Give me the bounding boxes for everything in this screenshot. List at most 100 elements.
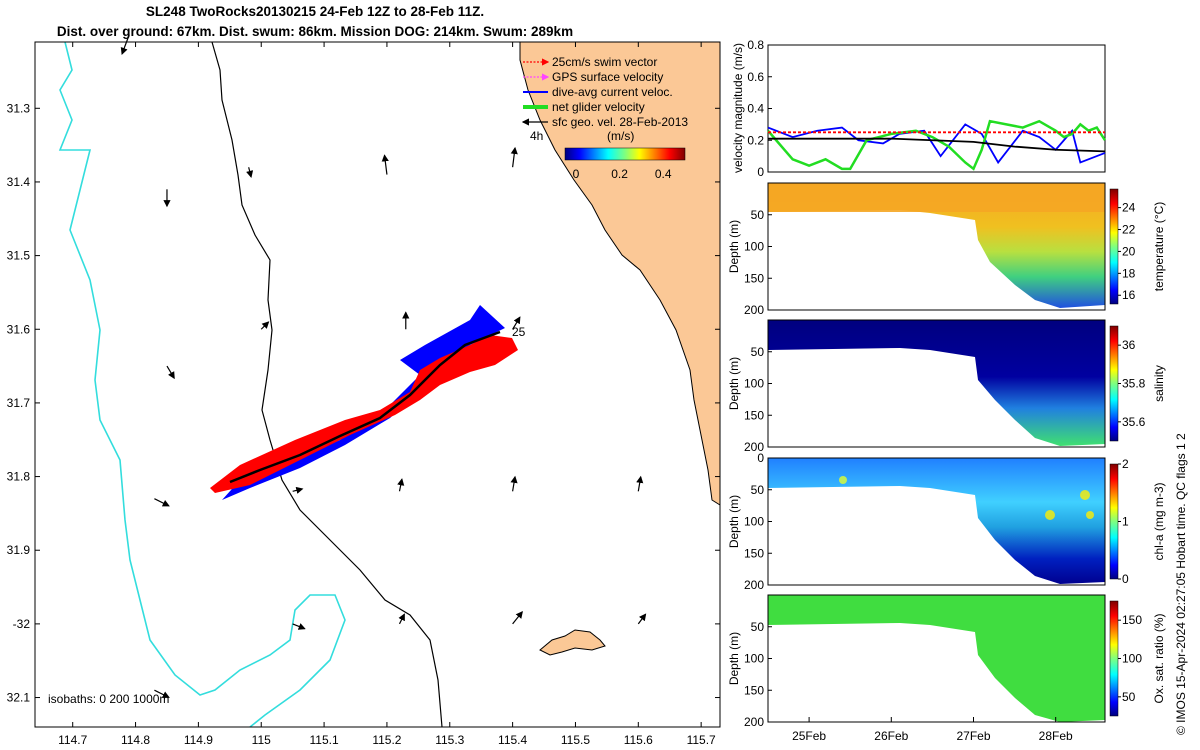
land-island <box>539 629 606 656</box>
velocity-ytick-label: 0.2 <box>747 133 764 147</box>
oxygen-section <box>768 595 1105 722</box>
section-cbar-label: 2 <box>1122 457 1129 471</box>
map-xtick-label: 115.4 <box>498 733 527 747</box>
salinity-section <box>768 320 1105 447</box>
map-ytick-label: 31.9 <box>7 543 31 557</box>
map-frame <box>34 41 721 728</box>
map-xtick-label: 115.7 <box>687 733 716 747</box>
section-clabel: salinity <box>1152 365 1166 402</box>
temperature-section <box>768 183 1105 310</box>
velocity-ytick-label: 0.4 <box>747 102 764 116</box>
velocity-series <box>767 119 1107 171</box>
track-label: 25 <box>512 325 526 339</box>
velocity-panel: 0 0.2 0.4 0.6 0.8 velocity magnitude (m/s) <box>731 38 1107 179</box>
section-ytick-label: 0 <box>757 451 764 465</box>
dive-avg-swath <box>222 305 505 500</box>
glider-track <box>229 330 501 484</box>
velocity-colorbar <box>564 147 686 161</box>
section-cbar-label: 22 <box>1122 223 1136 237</box>
colorbar-tick-label: 0.4 <box>655 167 672 181</box>
section-cbar-label: 50 <box>1122 690 1136 704</box>
section-cbar-label: 20 <box>1122 244 1136 258</box>
velocity-ytick-label: 0.8 <box>747 38 764 52</box>
section-clabel: chl-a (mg m-3) <box>1152 482 1166 560</box>
map-legend: 25cm/s swim vector GPS surface velocity … <box>521 55 688 181</box>
velocity-ylabel: velocity magnitude (m/s) <box>731 43 745 173</box>
velocity-colorbar-ticks: 0 0.2 0.4 <box>573 167 672 181</box>
colorbar-tick-label: 0.2 <box>611 167 628 181</box>
map-xtick-label: 115.6 <box>624 733 653 747</box>
isobath-1000m <box>58 41 346 728</box>
legend-gps: GPS surface velocity <box>552 70 663 84</box>
map-panel: 25 isobaths: 0 200 1000m 25cm/s swim vec… <box>7 34 721 747</box>
map-xtick-label: 115.1 <box>310 733 339 747</box>
map-xtick-label: 115 <box>252 733 271 747</box>
map-xtick-label: 115.2 <box>372 733 401 747</box>
legend-swim: 25cm/s swim vector <box>552 55 657 69</box>
current-arrow <box>246 167 254 178</box>
section-cbar-label: 0 <box>1122 572 1129 586</box>
current-arrow <box>260 321 270 330</box>
section-cbar-label: 150 <box>1122 613 1142 627</box>
legend-4h: 4h <box>530 129 543 143</box>
section-ylabel: Depth (m) <box>727 632 741 685</box>
map-ytick-label: 31.5 <box>7 249 31 263</box>
section-ytick-label: 200 <box>744 578 764 592</box>
map-xtick-label: 114.7 <box>58 733 87 747</box>
map-ytick-label: 31.8 <box>7 470 31 484</box>
isobath-200m <box>211 41 443 728</box>
map-ytick-label: 31.7 <box>7 396 31 410</box>
section-cbar-label: 1 <box>1122 515 1129 529</box>
current-arrow <box>512 610 523 625</box>
current-arrow <box>512 316 521 330</box>
section-ylabel: Depth (m) <box>727 357 741 410</box>
section-ytick-label: 100 <box>744 652 764 666</box>
current-arrow <box>398 613 405 625</box>
section-cbar-label: 36 <box>1122 338 1136 352</box>
current-arrow <box>292 486 304 494</box>
legend-net: net glider velocity <box>552 100 645 114</box>
section-ytick-label: 50 <box>751 208 765 222</box>
section-cbar-label: 16 <box>1122 288 1136 302</box>
map-xtick-label: 114.8 <box>121 733 150 747</box>
map-xtick-label: 114.9 <box>184 733 213 747</box>
section-colorbar <box>1109 600 1119 717</box>
section-ytick-label: 150 <box>744 271 764 285</box>
map-ytick-label: 32.1 <box>7 691 31 705</box>
map-title-line1: SL248 TwoRocks20130215 24-Feb 12Z to 28-… <box>145 4 485 19</box>
section-ytick-label: 50 <box>751 345 765 359</box>
legend-sfc: sfc geo. vel. 28-Feb-2013 <box>552 115 688 129</box>
velocity-ytick-label: 0 <box>757 165 764 179</box>
map-xtick-label: 115.5 <box>561 733 590 747</box>
section-clabel: Ox. sat. ratio (%) <box>1152 613 1166 703</box>
current-arrow <box>154 498 170 507</box>
section-ytick-label: 50 <box>751 483 765 497</box>
section-ylabel: Depth (m) <box>727 220 741 273</box>
current-arrow <box>292 623 306 630</box>
map-xtick-label: 115.3 <box>435 733 464 747</box>
map-axes: 114.7 114.8 114.9 115 115.1 115.2 115.3 115.4 11… <box>7 42 720 747</box>
section-cbar-label: 35.8 <box>1122 377 1146 391</box>
map-ytick-label: 31.4 <box>7 175 31 189</box>
swim-swath <box>210 335 518 493</box>
current-arrow <box>636 475 644 492</box>
footer-text: © IMOS 15-Apr-2024 02:27:05 Hobart time.… <box>1174 433 1188 735</box>
map-ytick-label: 31.6 <box>7 322 31 336</box>
colorbar-tick-label: 0 <box>573 167 580 181</box>
section-colorbar <box>1109 325 1119 442</box>
section-colorbar <box>1109 463 1119 580</box>
section-ytick-label: 100 <box>744 240 764 254</box>
current-arrows <box>120 34 647 698</box>
map-ytick-label: -32 <box>13 617 31 631</box>
isobath-label: isobaths: 0 200 1000m <box>48 692 169 706</box>
section-ytick-label: 100 <box>744 377 764 391</box>
velocity-ytick-label: 0.6 <box>747 70 764 84</box>
section-ytick-label: 150 <box>744 546 764 560</box>
section-ytick-label: 50 <box>751 620 765 634</box>
current-arrow <box>381 154 389 175</box>
section-cbar-label: 24 <box>1122 201 1136 215</box>
section-clabel: temperature (°C) <box>1152 202 1166 292</box>
map-ytick-label: 31.3 <box>7 101 31 115</box>
